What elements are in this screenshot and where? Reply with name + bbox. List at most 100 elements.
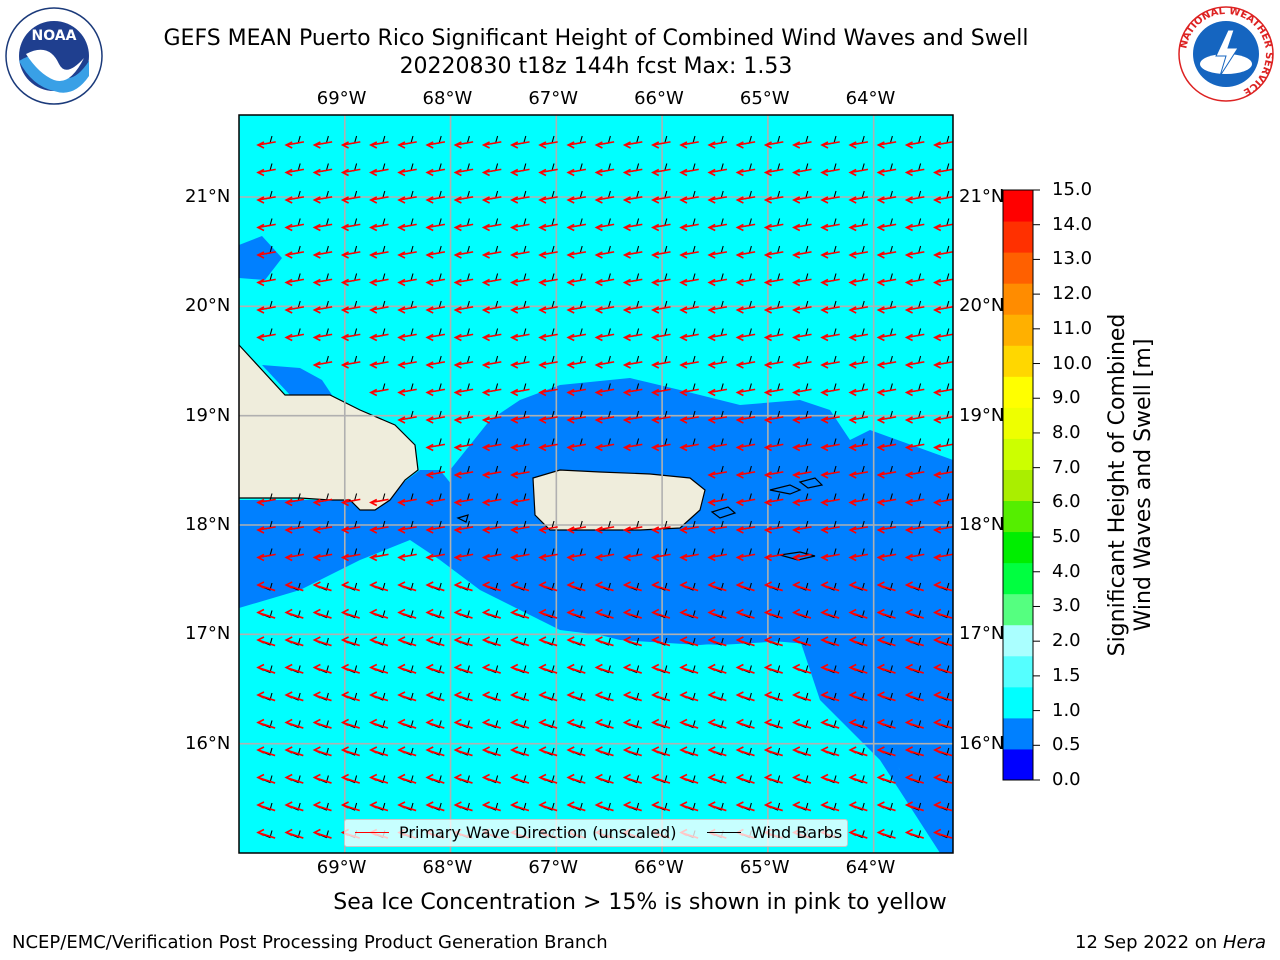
wave-arrow-head bbox=[369, 278, 378, 287]
wave-arrow-head bbox=[904, 416, 913, 424]
wave-arrow-head bbox=[622, 333, 631, 342]
wave-arrow-head bbox=[369, 608, 378, 617]
wave-arrow bbox=[652, 388, 671, 394]
wave-arrow-head bbox=[453, 333, 462, 342]
wave-arrow bbox=[511, 278, 530, 284]
wave-arrow bbox=[652, 168, 671, 174]
colorbar-segment bbox=[1003, 562, 1033, 595]
wave-arrow-head bbox=[369, 251, 378, 259]
wave-arrow-head bbox=[622, 801, 631, 809]
lat-label-left: 21°N bbox=[185, 186, 231, 207]
wave-arrow bbox=[821, 471, 840, 476]
wave-arrow-head bbox=[312, 196, 321, 204]
wave-arrow-head bbox=[538, 333, 547, 342]
wave-arrow bbox=[737, 553, 756, 559]
wave-arrow-head bbox=[792, 223, 801, 232]
wave-arrow-head bbox=[594, 801, 603, 809]
wave-arrow-head bbox=[679, 773, 688, 782]
wave-arrow-head bbox=[622, 306, 631, 314]
wave-arrow bbox=[709, 471, 728, 476]
wave-arrow-head bbox=[284, 581, 293, 589]
wave-arrow-head bbox=[792, 278, 801, 287]
colorbar-tick-label: 13.0 bbox=[1052, 248, 1093, 270]
wave-arrow-head bbox=[256, 773, 265, 782]
colorbar-tick-label: 4.0 bbox=[1052, 560, 1081, 582]
wave-arrow-head bbox=[679, 361, 688, 369]
colorbar-segment bbox=[1003, 190, 1033, 222]
wave-arrow-head bbox=[848, 333, 857, 342]
wave-arrow-head bbox=[820, 443, 829, 452]
wave-arrow-head bbox=[651, 416, 660, 424]
wave-arrow-head bbox=[453, 168, 462, 177]
wave-arrow-head bbox=[256, 498, 265, 507]
colorbar-segment bbox=[1003, 345, 1033, 377]
wave-arrow bbox=[737, 251, 756, 256]
wave-arrow bbox=[342, 498, 361, 504]
wave-arrow bbox=[511, 251, 530, 256]
wave-arrow bbox=[793, 251, 812, 256]
wave-arrow-head bbox=[256, 278, 265, 287]
wave-arrow-head bbox=[397, 388, 406, 397]
wave-arrow bbox=[709, 196, 728, 201]
wave-arrow bbox=[680, 196, 699, 201]
wave-arrow-head bbox=[848, 553, 857, 562]
wave-arrow-head bbox=[792, 416, 801, 424]
wave-arrow bbox=[342, 141, 361, 146]
wave-arrow-head bbox=[763, 553, 772, 562]
wave-arrow-head bbox=[792, 141, 801, 149]
wave-arrow-head bbox=[510, 196, 519, 204]
wave-arrow bbox=[652, 306, 671, 311]
wave-arrow-head bbox=[651, 663, 660, 672]
wave-arrow bbox=[652, 251, 671, 256]
wave-arrow bbox=[511, 416, 530, 421]
wave-arrow-head bbox=[594, 443, 603, 452]
wave-arrow-head bbox=[256, 801, 265, 809]
wave-arrow bbox=[680, 306, 699, 311]
colorbar-segment bbox=[1003, 438, 1033, 470]
wave-arrow bbox=[878, 223, 897, 229]
colorbar-label: Significant Height of Combined Wind Wave… bbox=[1105, 314, 1156, 657]
wave-arrow-head bbox=[848, 663, 857, 672]
wave-arrow bbox=[821, 498, 840, 504]
wave-arrow-head bbox=[481, 278, 490, 287]
wave-arrow bbox=[652, 553, 671, 559]
wave-arrow bbox=[539, 361, 558, 366]
wave-arrow bbox=[511, 196, 530, 201]
wave-arrow-head bbox=[425, 608, 434, 617]
wave-arrow-head bbox=[566, 636, 575, 644]
wave-arrow-head bbox=[425, 471, 434, 479]
wave-arrow-head bbox=[256, 663, 265, 672]
wave-arrow-head bbox=[933, 388, 942, 397]
wave-arrow-head bbox=[707, 443, 716, 452]
wave-arrow bbox=[765, 361, 784, 366]
wave-arrow-head bbox=[284, 278, 293, 287]
wave-arrow bbox=[455, 443, 474, 449]
wave-arrow bbox=[821, 526, 840, 531]
wave-arrow bbox=[455, 141, 474, 146]
wave-arrow-head bbox=[284, 251, 293, 259]
wave-arrow-head bbox=[397, 636, 406, 644]
wave-arrow bbox=[906, 168, 925, 174]
wave-arrow-head bbox=[481, 718, 490, 727]
wave-arrow-head bbox=[820, 278, 829, 287]
wave-arrow-head bbox=[369, 141, 378, 149]
wave-arrow bbox=[878, 443, 897, 449]
wave-arrow-head bbox=[848, 498, 857, 507]
wave-arrow-head bbox=[848, 581, 857, 589]
lat-label-right: 21°N bbox=[959, 186, 1005, 207]
wave-arrow bbox=[257, 141, 276, 146]
wave-arrow-head bbox=[425, 443, 434, 452]
wave-arrow-head bbox=[425, 801, 434, 809]
wave-arrow-head bbox=[510, 223, 519, 232]
wave-arrow-head bbox=[538, 608, 547, 617]
wave-arrow bbox=[257, 196, 276, 201]
wave-arrow-head bbox=[848, 746, 857, 754]
wave-arrow bbox=[765, 443, 784, 449]
wave-arrow-head bbox=[904, 801, 913, 809]
wave-arrow bbox=[286, 196, 305, 201]
wave-arrow-head bbox=[848, 773, 857, 782]
wave-arrow bbox=[878, 306, 897, 311]
wave-arrow-head bbox=[594, 361, 603, 369]
wave-arrow bbox=[680, 333, 699, 339]
wave-arrow-head bbox=[933, 443, 942, 452]
